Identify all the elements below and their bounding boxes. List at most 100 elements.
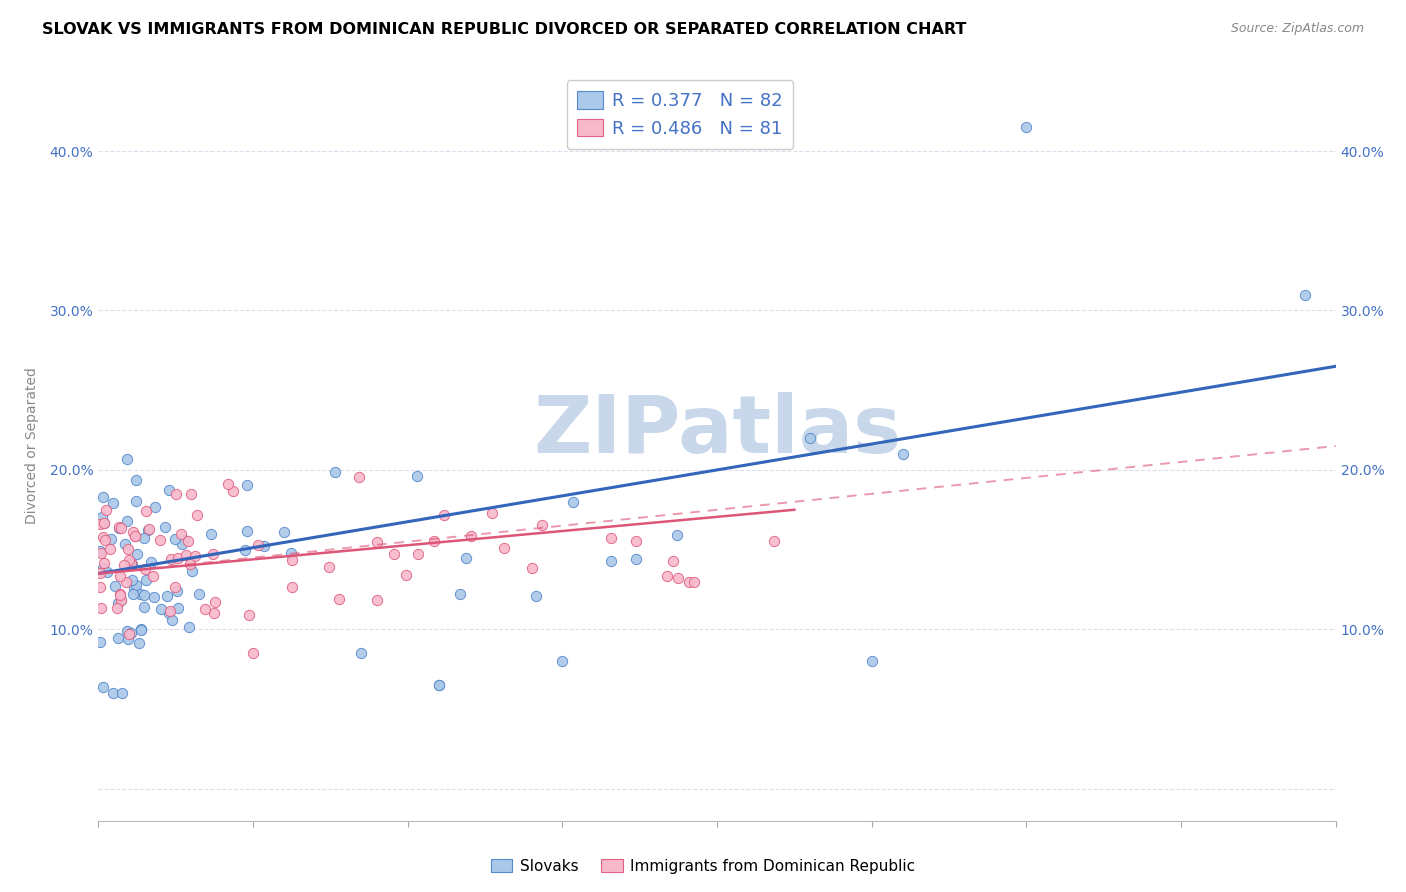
- Point: [101, 496, 124, 510]
- Point: [121, 587, 143, 601]
- Point: [108, 588, 131, 602]
- Point: [405, 469, 427, 483]
- Point: [891, 447, 914, 461]
- Point: [111, 686, 134, 700]
- Point: [120, 556, 142, 570]
- Point: [91, 490, 114, 504]
- Point: [1015, 120, 1038, 135]
- Point: [121, 525, 143, 540]
- Point: [427, 678, 450, 692]
- Point: [157, 607, 180, 621]
- Point: [117, 632, 139, 647]
- Point: [122, 581, 145, 595]
- Point: [104, 579, 127, 593]
- Point: [139, 555, 162, 569]
- Point: [655, 569, 678, 583]
- Point: [89, 635, 111, 649]
- Point: [143, 590, 166, 604]
- Point: [107, 596, 129, 610]
- Point: [93, 516, 115, 531]
- Point: [110, 593, 132, 607]
- Point: [131, 622, 153, 636]
- Point: [427, 678, 450, 692]
- Point: [165, 487, 187, 501]
- Point: [561, 495, 583, 509]
- Point: [350, 646, 373, 660]
- Point: [98, 541, 121, 556]
- Point: [165, 580, 187, 594]
- Point: [110, 569, 132, 583]
- Point: [124, 529, 146, 543]
- Point: [134, 588, 156, 602]
- Point: [666, 571, 689, 585]
- Point: [163, 532, 186, 546]
- Point: [201, 547, 224, 561]
- Point: [108, 520, 131, 534]
- Point: [202, 606, 225, 620]
- Point: [124, 473, 146, 487]
- Point: [242, 646, 264, 660]
- Point: [134, 562, 156, 576]
- Point: [222, 484, 245, 499]
- Point: [96, 502, 118, 516]
- Point: [100, 532, 122, 546]
- Point: [108, 521, 131, 535]
- Point: [90, 546, 112, 560]
- Point: [530, 517, 553, 532]
- Point: [153, 520, 176, 534]
- Point: [160, 552, 183, 566]
- Point: [170, 527, 193, 541]
- Point: [273, 524, 295, 539]
- Point: [115, 514, 138, 528]
- Point: [200, 527, 222, 541]
- Point: [280, 546, 302, 560]
- Point: [1294, 287, 1316, 301]
- Point: [138, 522, 160, 536]
- Point: [143, 500, 166, 515]
- Point: [382, 547, 405, 561]
- Legend: R = 0.377   N = 82, R = 0.486   N = 81: R = 0.377 N = 82, R = 0.486 N = 81: [567, 80, 793, 149]
- Point: [118, 553, 141, 567]
- Point: [177, 620, 200, 634]
- Point: [193, 602, 215, 616]
- Point: [323, 465, 346, 479]
- Point: [253, 539, 276, 553]
- Point: [129, 587, 152, 601]
- Y-axis label: Divorced or Separated: Divorced or Separated: [24, 368, 38, 524]
- Point: [366, 534, 388, 549]
- Point: [599, 554, 621, 568]
- Point: [110, 592, 132, 607]
- Point: [159, 483, 181, 497]
- Point: [90, 600, 112, 615]
- Point: [247, 538, 270, 552]
- Point: [433, 508, 456, 523]
- Point: [217, 476, 239, 491]
- Point: [281, 580, 304, 594]
- Point: [114, 537, 136, 551]
- Point: [108, 587, 131, 601]
- Point: [181, 564, 204, 578]
- Point: [107, 601, 129, 615]
- Point: [91, 530, 114, 544]
- Point: [127, 547, 149, 561]
- Point: [89, 516, 111, 531]
- Point: [121, 557, 143, 571]
- Point: [406, 547, 429, 561]
- Point: [395, 568, 418, 582]
- Point: [118, 627, 141, 641]
- Point: [184, 549, 207, 563]
- Point: [551, 654, 574, 668]
- Point: [117, 542, 139, 557]
- Point: [91, 680, 114, 694]
- Point: [204, 595, 226, 609]
- Point: [179, 557, 201, 571]
- Point: [422, 533, 444, 548]
- Point: [125, 494, 148, 508]
- Point: [90, 510, 112, 524]
- Point: [166, 584, 188, 599]
- Point: [136, 524, 159, 538]
- Point: [129, 623, 152, 637]
- Point: [160, 613, 183, 627]
- Point: [349, 469, 371, 483]
- Point: [107, 631, 129, 645]
